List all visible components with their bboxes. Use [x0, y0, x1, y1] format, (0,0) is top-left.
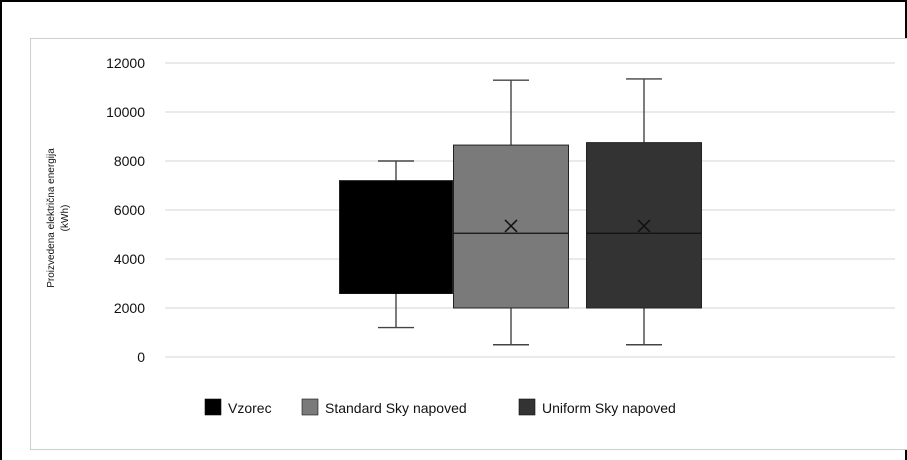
- legend-label: Vzorec: [228, 400, 272, 416]
- boxes: [339, 78, 702, 346]
- y-tick-labels: 0 2000 4000 6000 8000 10000 12000: [106, 55, 145, 365]
- mean-marker-b: [637, 219, 651, 233]
- y-tick-label: 4000: [114, 251, 145, 267]
- mean-marker-b: [504, 219, 518, 233]
- y-tick-label: 6000: [114, 202, 145, 218]
- legend-item-uniform-sky-napoved: Uniform Sky napoved: [518, 398, 676, 416]
- box-uniform-sky-napoved: [586, 78, 702, 346]
- legend-item-standard-sky-napoved: Standard Sky napoved: [301, 398, 467, 416]
- y-tick-label: 2000: [114, 300, 145, 316]
- legend-label: Standard Sky napoved: [325, 400, 467, 416]
- box-body: [339, 180, 453, 294]
- legend-label: Uniform Sky napoved: [542, 400, 676, 416]
- box-standard-sky-napoved: [453, 79, 569, 346]
- legend-swatch: [204, 398, 222, 416]
- y-tick-label: 0: [137, 349, 145, 365]
- legend: Vzorec Standard Sky napoved Uniform Sky na…: [204, 398, 676, 416]
- y-axis-label-line-2: (kWh): [60, 205, 71, 232]
- box-vzorec: [339, 160, 453, 329]
- frame-left-border: [0, 0, 2, 460]
- y-tick-label: 8000: [114, 153, 145, 169]
- frame-top-border: [0, 0, 907, 2]
- legend-item-vzorec: Vzorec: [204, 398, 272, 416]
- y-axis-label-line-1: Proizvedena električna energija: [46, 148, 57, 288]
- legend-swatch: [301, 398, 319, 416]
- y-tick-label: 10000: [106, 104, 145, 120]
- legend-swatch: [518, 398, 536, 416]
- y-tick-label: 12000: [106, 55, 145, 71]
